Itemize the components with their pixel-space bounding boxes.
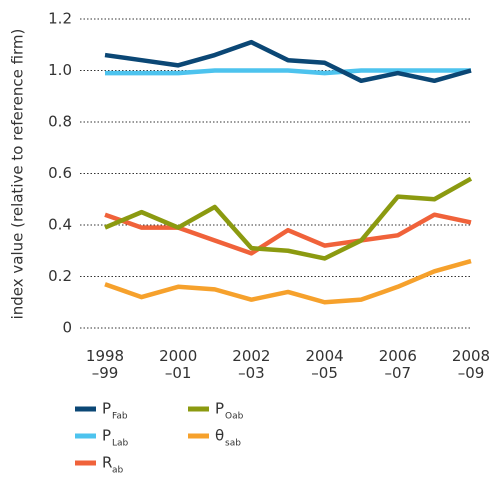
x-tick-label: 2002 –03 xyxy=(232,347,270,382)
legend-item: θ sab xyxy=(188,427,241,449)
y-axis-label: index value (relative to reference firm) xyxy=(9,29,27,320)
x-tick-label: 1998 –99 xyxy=(86,347,124,382)
legend-label: P xyxy=(102,400,111,418)
series-line xyxy=(104,212,472,256)
series-line xyxy=(104,258,472,305)
y-tick-label: 1.0 xyxy=(48,61,72,79)
legend-item: P Oab xyxy=(188,400,244,422)
x-tick-label: 2006 –07 xyxy=(379,347,417,382)
legend-label-subscript: sab xyxy=(225,439,241,449)
legend-item: P Lab xyxy=(75,427,129,449)
legend-label-subscript: Fab xyxy=(112,412,128,422)
legend-item: P Fab xyxy=(75,400,128,422)
x-tick-label: 2008 –09 xyxy=(452,347,489,382)
y-tick-label: 0.8 xyxy=(48,113,72,131)
legend-label-subscript: ab xyxy=(112,466,124,476)
series-line xyxy=(105,68,471,76)
y-tick-label: 0.6 xyxy=(48,164,72,182)
x-tick-label: 2000 –01 xyxy=(159,347,197,382)
x-tick-label: 2004 –05 xyxy=(306,347,344,382)
y-tick-label: 0.2 xyxy=(48,267,72,285)
series-line xyxy=(104,176,473,261)
series-line xyxy=(104,39,472,84)
legend-label: P xyxy=(215,400,224,418)
legend-label-subscript: Oab xyxy=(225,412,244,422)
legend-label-subscript: Lab xyxy=(112,439,129,449)
y-tick-label: 0 xyxy=(62,319,72,337)
legend-label: R xyxy=(102,454,112,472)
y-tick-label: 0.4 xyxy=(48,216,72,234)
legend-label: P xyxy=(102,427,111,445)
legend-label: θ xyxy=(215,427,224,445)
y-tick-label: 1.2 xyxy=(48,10,72,28)
